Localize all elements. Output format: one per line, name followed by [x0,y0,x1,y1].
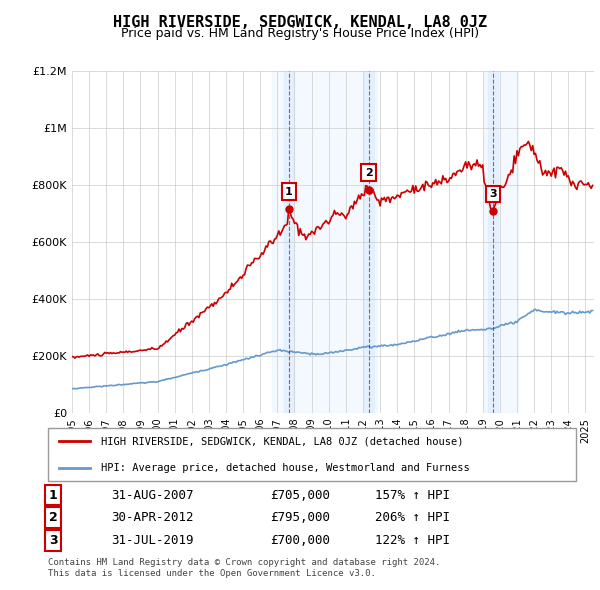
Text: 31-JUL-2019: 31-JUL-2019 [112,534,194,547]
Text: 2: 2 [365,168,373,178]
Text: 1: 1 [49,489,58,502]
Text: £705,000: £705,000 [270,489,330,502]
Text: 3: 3 [49,534,58,547]
Text: HIGH RIVERSIDE, SEDGWICK, KENDAL, LA8 0JZ: HIGH RIVERSIDE, SEDGWICK, KENDAL, LA8 0J… [113,15,487,30]
Text: 122% ↑ HPI: 122% ↑ HPI [376,534,451,547]
Bar [488,71,498,413]
Text: 30-APR-2012: 30-APR-2012 [112,511,194,525]
Text: 1: 1 [285,186,293,196]
Text: 2: 2 [49,511,58,525]
Bar [364,71,374,413]
Text: £795,000: £795,000 [270,511,330,525]
Text: HIGH RIVERSIDE, SEDGWICK, KENDAL, LA8 0JZ (detached house): HIGH RIVERSIDE, SEDGWICK, KENDAL, LA8 0J… [101,436,463,446]
Bar [272,71,377,413]
FancyBboxPatch shape [48,428,576,481]
Text: This data is licensed under the Open Government Licence v3.0.: This data is licensed under the Open Gov… [48,569,376,578]
Text: 157% ↑ HPI: 157% ↑ HPI [376,489,451,502]
Text: HPI: Average price, detached house, Westmorland and Furness: HPI: Average price, detached house, West… [101,463,470,473]
Text: 206% ↑ HPI: 206% ↑ HPI [376,511,451,525]
Text: £700,000: £700,000 [270,534,330,547]
Text: 3: 3 [489,189,497,199]
Bar [484,71,518,413]
Bar [284,71,294,413]
Text: 31-AUG-2007: 31-AUG-2007 [112,489,194,502]
Text: Contains HM Land Registry data © Crown copyright and database right 2024.: Contains HM Land Registry data © Crown c… [48,558,440,566]
Text: Price paid vs. HM Land Registry's House Price Index (HPI): Price paid vs. HM Land Registry's House … [121,27,479,40]
